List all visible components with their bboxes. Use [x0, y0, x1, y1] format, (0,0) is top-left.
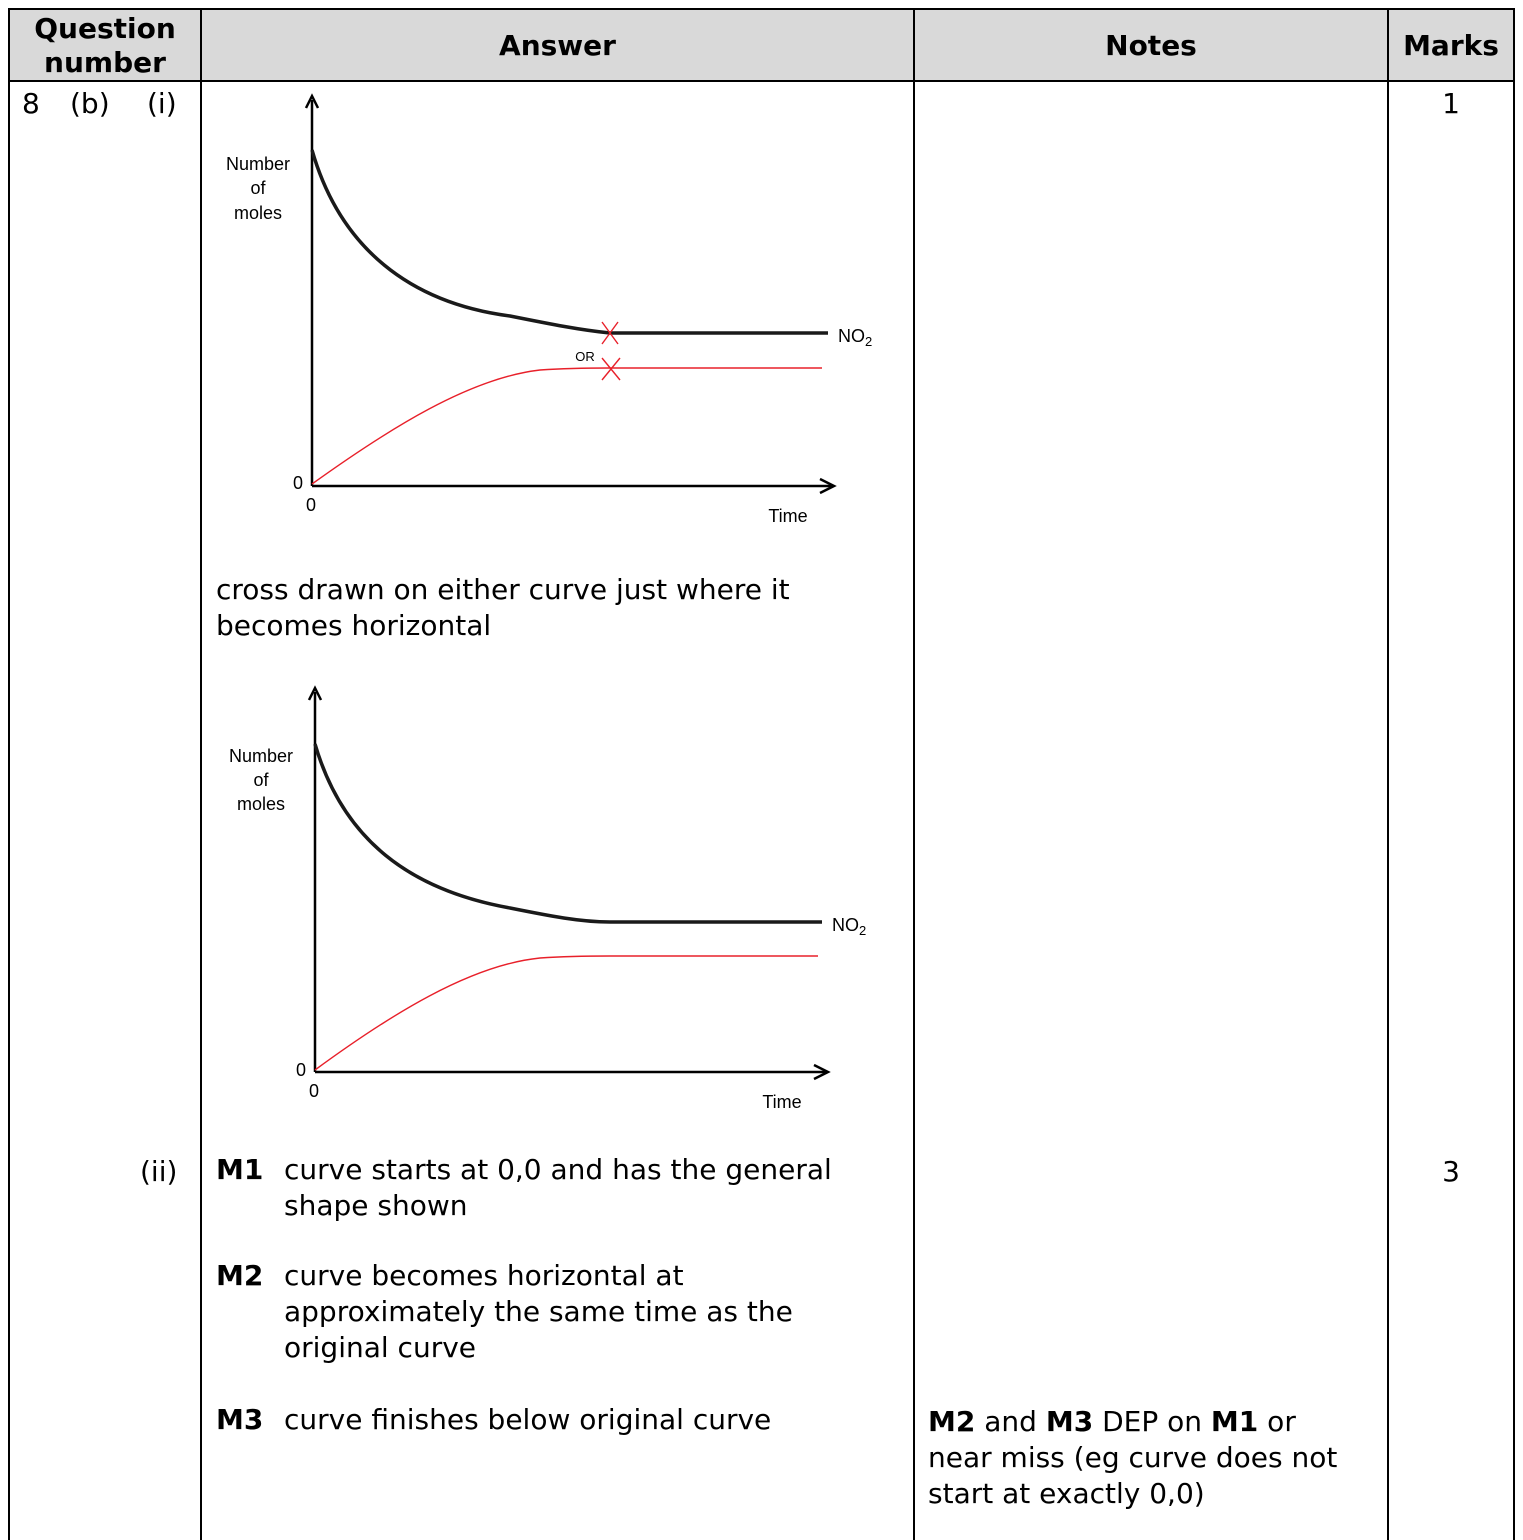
graph-1-or-label: OR [575, 349, 595, 364]
graph-2-origin-x: 0 [309, 1081, 319, 1101]
graph-1-cross-red-curve [601, 357, 621, 381]
note-dep-on: DEP on [1093, 1405, 1211, 1438]
table-right-border [1513, 8, 1515, 1540]
graph-1-x-arrow [819, 477, 837, 495]
table-header-background [9, 9, 1514, 80]
graph-1-origin-x: 0 [306, 495, 316, 515]
m2-text-line-2: approximately the same time as the [284, 1295, 793, 1328]
graph-1-origin-y: 0 [293, 473, 303, 493]
m3-text: curve finishes below original curve [284, 1403, 772, 1436]
m3-label: M3 [216, 1403, 264, 1436]
graph-1-ylabel-2: of [250, 178, 266, 198]
note-or: or [1258, 1405, 1296, 1438]
graph-1-red-curve [311, 367, 822, 485]
graph-2-red-curve [314, 955, 818, 1071]
question-number: 8 [22, 87, 40, 120]
graph-1-ylabel-1: Number [226, 154, 290, 174]
header-marks: Marks [1403, 29, 1499, 62]
m1-text-line-1: curve starts at 0,0 and has the general [284, 1153, 832, 1186]
m2-text-line-3: original curve [284, 1331, 477, 1364]
note-line-1: M2 and M3 DEP on M1 or [928, 1404, 1296, 1440]
graph-2-x-arrow [813, 1063, 831, 1081]
marks-part-i: 1 [1442, 87, 1460, 120]
column-divider-question [200, 8, 202, 1540]
graph-2-origin-y: 0 [296, 1060, 306, 1080]
graph-2-ylabel-3: moles [237, 794, 285, 814]
marks-part-ii: 3 [1442, 1155, 1460, 1188]
m2-text-line-1: curve becomes horizontal at [284, 1259, 684, 1292]
header-question-number: Question number [34, 12, 176, 79]
question-sub-ii: (ii) [140, 1155, 178, 1188]
graph-1: Number of moles 0 0 Time OR NO2 [226, 93, 872, 526]
note-m1-ref: M1 [1210, 1405, 1259, 1438]
table-top-border [8, 8, 1515, 10]
graph-1-xlabel: Time [768, 506, 807, 526]
note-line-2: near miss (eg curve does not [928, 1441, 1338, 1474]
part-i-answer-line-1: cross drawn on either curve just where i… [216, 573, 790, 606]
note-m3-ref: M3 [1045, 1405, 1094, 1438]
graph-2-y-arrow [307, 685, 323, 701]
graph-1-ylabel-3: moles [234, 203, 282, 223]
graph-2-ylabel-1: Number [229, 746, 293, 766]
graph-2: Number of moles 0 0 Time NO2 [229, 685, 866, 1112]
graph-2-ylabel-2: of [253, 770, 269, 790]
graph-1-black-curve [310, 149, 828, 335]
header-notes: Notes [1105, 29, 1197, 62]
graph-2-xlabel: Time [762, 1092, 801, 1112]
graph-1-y-arrow [304, 93, 320, 109]
graph-2-black-curve [313, 743, 822, 924]
m1-label: M1 [216, 1153, 264, 1186]
m2-label: M2 [216, 1259, 264, 1292]
graph-2-series-label: NO2 [832, 915, 866, 938]
header-answer: Answer [499, 29, 616, 62]
column-divider-answer [913, 8, 915, 1540]
note-m2-ref: M2 [928, 1405, 976, 1438]
question-part: (b) [70, 87, 110, 120]
m1-text-line-2: shape shown [284, 1189, 468, 1222]
note-line-3: start at exactly 0,0) [928, 1477, 1205, 1510]
column-divider-notes [1387, 8, 1389, 1540]
table-left-border [8, 8, 10, 1540]
part-i-answer-line-2: becomes horizontal [216, 609, 492, 642]
question-sub-i: (i) [147, 87, 177, 120]
graph-1-series-label: NO2 [838, 326, 872, 349]
table-header-divider [8, 80, 1515, 82]
note-and: and [975, 1405, 1046, 1438]
graph-1-cross-black-curve [601, 321, 619, 345]
